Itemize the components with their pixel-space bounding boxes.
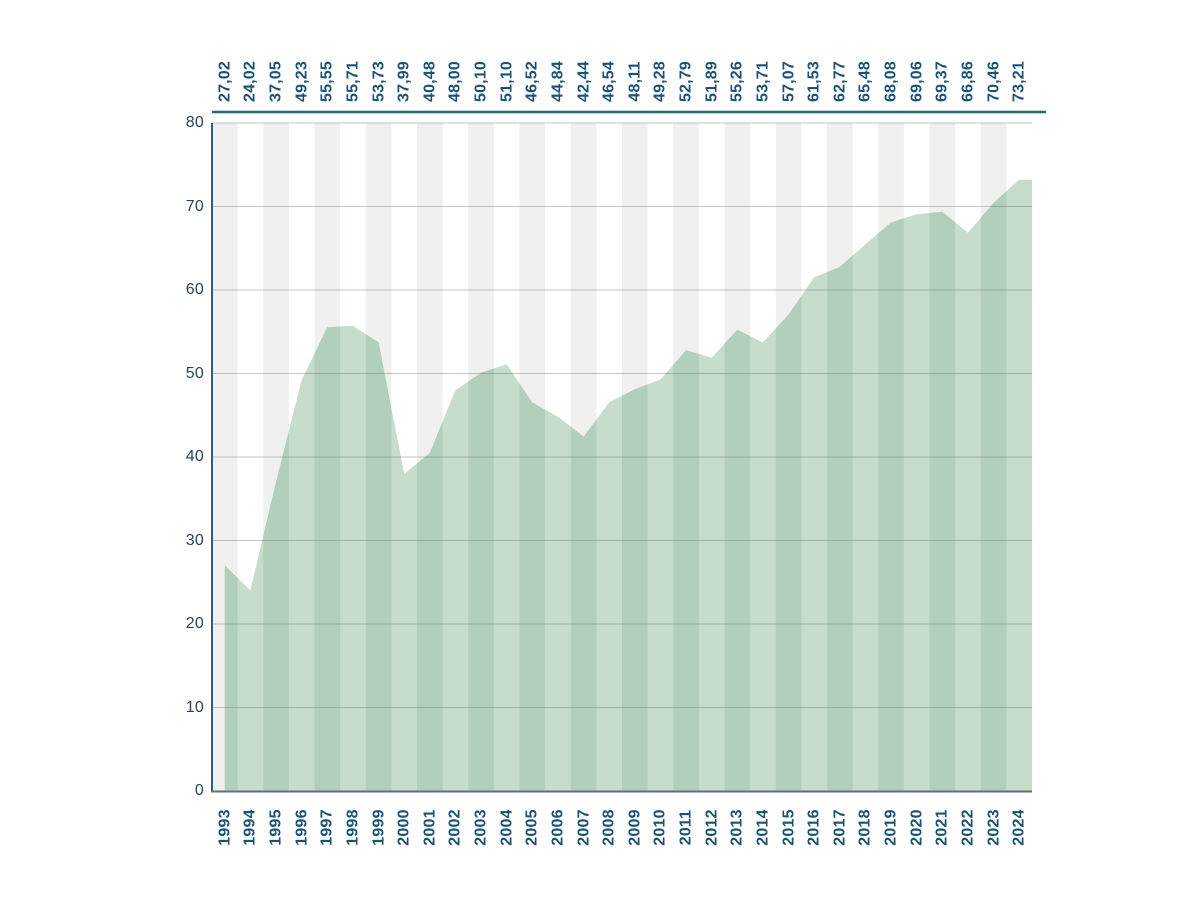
y-tick-label: 0 bbox=[194, 782, 204, 799]
value-label: 51,10 bbox=[498, 60, 516, 103]
y-tick-label: 10 bbox=[185, 698, 204, 716]
value-label: 42,44 bbox=[575, 60, 593, 103]
value-label: 66,86 bbox=[959, 60, 977, 103]
year-label: 2012 bbox=[703, 809, 721, 846]
year-label: 2023 bbox=[985, 809, 1003, 846]
year-label: 2001 bbox=[421, 809, 439, 846]
year-label: 2010 bbox=[651, 809, 669, 846]
year-label: 2008 bbox=[600, 809, 618, 846]
value-label: 27,02 bbox=[216, 60, 234, 103]
year-label: 1994 bbox=[241, 809, 259, 846]
year-label: 2016 bbox=[805, 809, 823, 846]
year-label: 2003 bbox=[472, 809, 490, 846]
year-label: 1997 bbox=[318, 809, 336, 846]
area-stripe bbox=[980, 179, 1007, 791]
year-label: 2011 bbox=[677, 809, 695, 846]
value-label: 55,71 bbox=[344, 60, 362, 103]
value-label: 55,55 bbox=[318, 60, 336, 103]
value-label: 49,28 bbox=[651, 60, 669, 103]
value-label: 55,26 bbox=[728, 60, 746, 103]
y-tick-label: 60 bbox=[185, 281, 204, 298]
value-label: 69,06 bbox=[908, 60, 926, 103]
value-label: 37,99 bbox=[395, 60, 413, 103]
year-label: 2018 bbox=[856, 809, 874, 846]
value-label: 48,11 bbox=[626, 61, 644, 102]
value-label: 50,10 bbox=[472, 60, 490, 103]
year-label: 2005 bbox=[523, 809, 541, 846]
year-label: 2015 bbox=[780, 809, 798, 846]
value-label: 40,48 bbox=[421, 60, 439, 103]
area-stripe bbox=[878, 179, 904, 791]
year-label: 1993 bbox=[216, 809, 234, 846]
y-tick-label: 70 bbox=[185, 197, 204, 215]
year-label: 2024 bbox=[1010, 809, 1028, 846]
value-label: 48,00 bbox=[446, 60, 464, 103]
value-label: 46,52 bbox=[523, 60, 541, 103]
value-label: 69,37 bbox=[933, 60, 951, 103]
year-label: 1999 bbox=[370, 809, 388, 846]
value-label: 24,02 bbox=[241, 60, 259, 103]
value-label: 53,73 bbox=[370, 60, 388, 103]
year-label: 2004 bbox=[498, 809, 516, 846]
year-label: 2006 bbox=[549, 809, 567, 846]
area-stripe bbox=[929, 179, 956, 791]
year-label: 2007 bbox=[575, 809, 593, 846]
area-stripe bbox=[827, 179, 853, 791]
value-label: 57,07 bbox=[780, 60, 798, 103]
year-label: 2019 bbox=[882, 809, 900, 846]
value-label: 65,48 bbox=[856, 60, 874, 103]
year-label: 1998 bbox=[344, 809, 362, 846]
year-label: 2009 bbox=[626, 809, 644, 846]
y-tick-label: 50 bbox=[185, 364, 204, 382]
year-label: 2002 bbox=[446, 809, 464, 846]
y-tick-label: 80 bbox=[185, 114, 204, 131]
value-label: 52,79 bbox=[677, 60, 695, 103]
value-label: 51,89 bbox=[703, 60, 721, 103]
value-label: 44,84 bbox=[549, 60, 567, 103]
year-label: 2021 bbox=[933, 809, 951, 846]
year-label: 1996 bbox=[293, 809, 311, 846]
value-label: 68,08 bbox=[882, 60, 900, 103]
value-label: 73,21 bbox=[1010, 60, 1028, 103]
year-label: 2017 bbox=[831, 809, 849, 846]
year-label: 2000 bbox=[395, 809, 413, 846]
year-label: 1995 bbox=[267, 809, 285, 846]
year-label: 2022 bbox=[959, 809, 977, 846]
value-label: 53,71 bbox=[754, 60, 772, 103]
y-tick-label: 40 bbox=[185, 448, 204, 465]
value-label: 49,23 bbox=[293, 60, 311, 103]
y-tick-label: 20 bbox=[185, 615, 204, 632]
y-tick-label: 30 bbox=[185, 531, 204, 549]
year-label: 2014 bbox=[754, 809, 772, 846]
year-label: 2013 bbox=[728, 809, 746, 846]
value-label: 46,54 bbox=[600, 60, 618, 103]
value-label: 62,77 bbox=[831, 60, 849, 103]
year-label: 2020 bbox=[908, 809, 926, 846]
value-label: 37,05 bbox=[267, 60, 285, 103]
value-label: 70,46 bbox=[985, 60, 1003, 103]
value-label: 61,53 bbox=[805, 60, 823, 103]
